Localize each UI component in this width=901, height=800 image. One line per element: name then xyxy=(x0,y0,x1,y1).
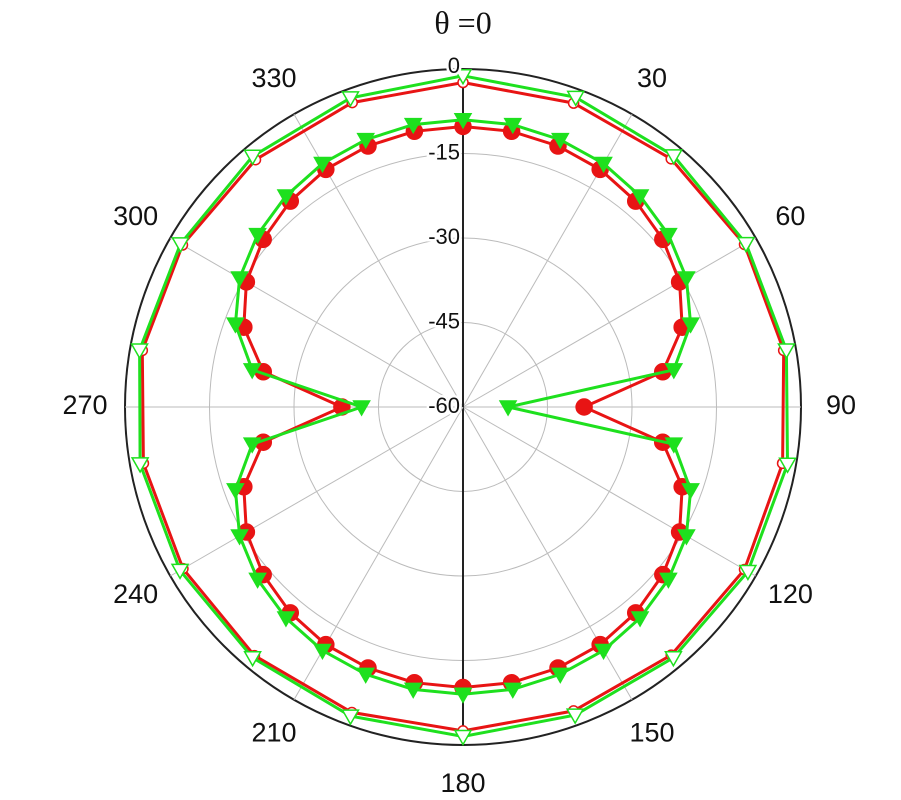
marker xyxy=(575,398,593,416)
theta-tick-label: 210 xyxy=(251,717,296,747)
marker xyxy=(242,363,262,380)
theta-tick-label: 120 xyxy=(768,579,813,609)
marker xyxy=(171,237,190,254)
marker xyxy=(403,117,423,135)
theta-tick-label: 90 xyxy=(826,390,856,420)
r-tick-label: -60 xyxy=(428,393,460,418)
theta-tick-label: 30 xyxy=(637,63,667,93)
marker xyxy=(594,643,613,660)
marker xyxy=(243,650,262,668)
spoke xyxy=(170,237,464,408)
marker xyxy=(356,132,375,150)
spoke xyxy=(462,237,756,408)
r-tick-label: -15 xyxy=(428,139,460,164)
theta-tick-label: 180 xyxy=(440,768,485,798)
marker xyxy=(276,189,296,206)
marker xyxy=(341,709,360,726)
chart-title: θ =0 xyxy=(434,4,491,40)
theta-tick-label: 330 xyxy=(251,63,296,93)
marker xyxy=(677,529,696,546)
marker xyxy=(248,572,267,589)
marker xyxy=(664,149,684,166)
r-tick-label: -45 xyxy=(428,308,460,333)
marker xyxy=(630,189,650,206)
marker xyxy=(403,682,423,699)
marker xyxy=(242,437,262,454)
theta-tick-label: 300 xyxy=(113,201,158,231)
marker xyxy=(681,483,700,500)
marker xyxy=(664,437,684,454)
marker xyxy=(551,132,570,150)
spoke xyxy=(293,406,464,700)
marker xyxy=(664,650,683,668)
marker xyxy=(453,69,473,86)
marker xyxy=(498,400,518,417)
spoke xyxy=(170,406,464,577)
marker xyxy=(503,117,523,135)
theta-tick-label: 60 xyxy=(775,201,805,231)
marker xyxy=(551,667,570,684)
theta-tick-label: 240 xyxy=(113,579,158,609)
marker xyxy=(130,457,150,474)
marker xyxy=(226,483,245,500)
spoke xyxy=(462,406,756,577)
marker xyxy=(248,227,267,245)
marker xyxy=(630,611,650,628)
marker xyxy=(276,611,296,628)
marker xyxy=(453,687,473,704)
theta-tick-label: 150 xyxy=(629,717,674,747)
marker xyxy=(736,236,756,254)
marker xyxy=(778,457,797,474)
marker xyxy=(659,227,678,245)
marker xyxy=(565,708,585,725)
marker xyxy=(453,729,473,747)
theta-tick-label: 270 xyxy=(62,390,107,420)
marker xyxy=(738,564,758,582)
r-tick-label: 0 xyxy=(448,53,460,78)
marker xyxy=(664,363,684,380)
marker xyxy=(341,91,360,108)
marker xyxy=(230,529,249,546)
marker xyxy=(677,271,696,288)
marker xyxy=(356,667,375,684)
marker xyxy=(313,156,332,174)
marker xyxy=(566,90,586,107)
marker xyxy=(130,343,149,360)
marker xyxy=(313,643,332,660)
marker xyxy=(503,682,523,699)
marker xyxy=(170,563,190,580)
marker xyxy=(453,112,473,130)
r-tick-label: -30 xyxy=(428,224,460,249)
marker xyxy=(230,271,249,288)
marker xyxy=(243,149,262,166)
marker xyxy=(594,156,613,174)
spoke xyxy=(462,406,633,700)
marker xyxy=(352,400,371,417)
marker xyxy=(777,343,796,360)
marker xyxy=(659,572,678,589)
marker xyxy=(681,317,700,334)
marker xyxy=(226,317,245,334)
